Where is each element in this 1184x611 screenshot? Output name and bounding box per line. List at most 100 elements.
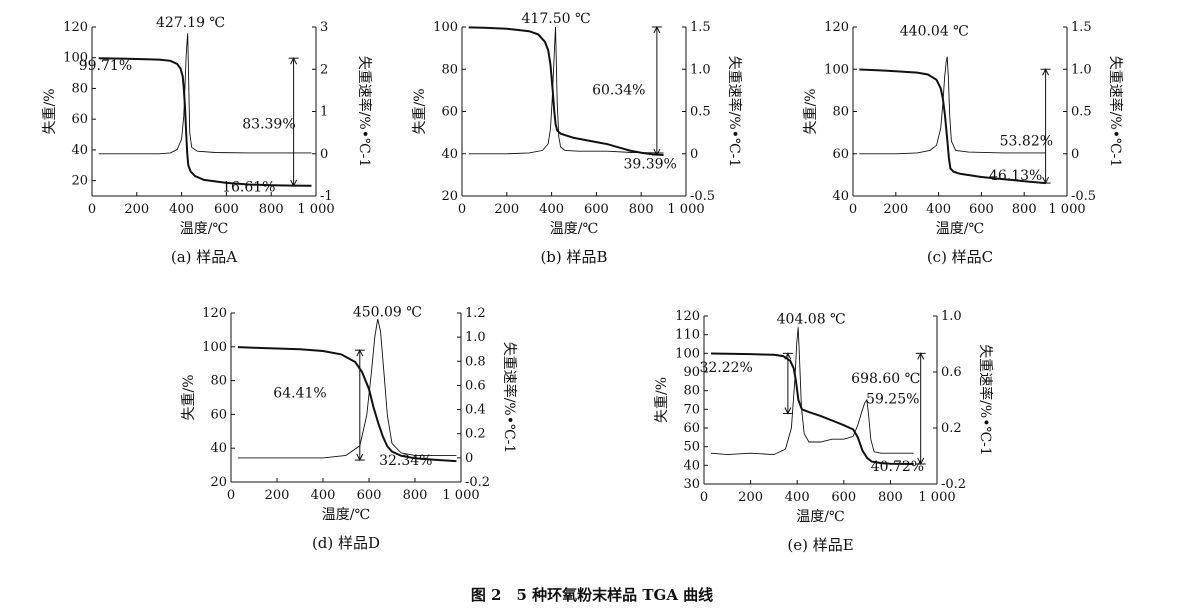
y2-tick-label: 1.5	[1071, 20, 1092, 35]
annotation-label: 32.22%	[699, 360, 752, 376]
x-axis-label: 温度/℃	[936, 221, 984, 237]
y2-tick-label: -0.2	[465, 475, 490, 490]
y2-tick-label: 3	[320, 20, 328, 35]
annotation-label: 40.72%	[871, 459, 924, 475]
panel-caption: (a) 样品A	[171, 248, 237, 266]
y2-axis-label: 失重速率/%•℃-1	[501, 342, 518, 454]
loss-bracket	[1040, 68, 1051, 185]
y2-tick-label: 0	[465, 451, 473, 466]
y-tick-label: 90	[683, 365, 700, 380]
y-tick-label: 40	[71, 143, 88, 158]
y-tick-label: 60	[210, 407, 227, 422]
y-axis-label: 失重/%	[42, 88, 58, 134]
x-tick-label: 400	[785, 490, 810, 505]
x-tick-label: 600	[357, 488, 382, 503]
y2-axis-label: 失重速率/%•℃-1	[977, 344, 994, 456]
x-axis-label: 温度/℃	[322, 507, 370, 523]
y2-tick-label: 1.5	[690, 20, 711, 35]
y2-tick-label: 2	[320, 62, 328, 77]
loss-bracket	[782, 352, 793, 415]
chart-panel-D: 0 200 400 600 800 1 000 20 40 60 80 100 120 -0.2 0 0.2…	[181, 304, 518, 552]
x-axis-label: 温度/℃	[180, 221, 228, 237]
y-tick-label: 80	[683, 384, 700, 399]
mass-loss-curve	[710, 352, 914, 465]
x-tick-label: 600	[584, 202, 609, 217]
y2-axis-label: 失重速率/%•℃-1	[1107, 56, 1124, 168]
y-tick-label: 100	[433, 20, 458, 35]
y-tick-label: 80	[441, 62, 458, 77]
y2-tick-label: 0.6	[465, 378, 486, 393]
annotation-label: 60.34%	[592, 83, 645, 99]
y-tick-label: 120	[675, 309, 700, 324]
x-tick-label: 200	[494, 202, 519, 217]
y2-tick-label: -0.5	[690, 189, 715, 204]
y2-tick-label: 0	[320, 147, 328, 162]
chart-panel-C: 0 200 400 600 800 1 000 40 60 80 100 120 -0.5 0 0.5 1.…	[803, 20, 1124, 266]
y-tick-label: 40	[210, 441, 227, 456]
x-tick-label: 800	[878, 490, 903, 505]
loss-rate-curve	[237, 318, 457, 459]
x-tick-label: 600	[214, 202, 239, 217]
x-tick-label: 0	[88, 202, 96, 217]
y2-tick-label: 1.0	[941, 309, 962, 324]
x-tick-label: 800	[1012, 202, 1037, 217]
x-tick-label: 400	[926, 202, 951, 217]
x-tick-label: 1 000	[1048, 202, 1085, 217]
y2-axis-label: 失重速率/%•℃-1	[726, 56, 743, 168]
y-tick-label: 100	[675, 346, 700, 361]
y-tick-label: 80	[210, 374, 227, 389]
y-axis-label: 失重/%	[181, 374, 197, 420]
y2-tick-label: 0.6	[941, 365, 962, 380]
panel-caption: (e) 样品E	[787, 536, 853, 554]
loss-rate-curve	[98, 33, 312, 155]
x-axis-label: 温度/℃	[796, 509, 844, 525]
x-tick-label: 1 000	[442, 488, 479, 503]
y-tick-label: 20	[210, 475, 227, 490]
panel-caption: (c) 样品C	[927, 248, 993, 266]
x-tick-label: 400	[311, 488, 336, 503]
y-tick-label: 20	[441, 189, 458, 204]
x-tick-label: 0	[458, 202, 466, 217]
y2-tick-label: 0.5	[1071, 105, 1092, 120]
x-tick-label: 200	[265, 488, 290, 503]
y-tick-label: 20	[71, 174, 88, 189]
y2-tick-label: 0.2	[941, 421, 962, 436]
y-tick-label: 60	[441, 105, 458, 120]
y2-tick-label: 0.5	[690, 105, 711, 120]
loss-bracket	[651, 25, 662, 157]
annotation-label: 427.19 ℃	[156, 15, 225, 31]
y2-tick-label: -0.5	[1071, 189, 1096, 204]
y-tick-label: 100	[824, 62, 849, 77]
y2-tick-label: 1.0	[1071, 62, 1092, 77]
panel-caption: (b) 样品B	[540, 248, 607, 266]
loss-bracket	[354, 349, 365, 462]
chart-panel-A: 0 200 400 600 800 1 000 20 40 60 80 100 120 -1 0 1 2 3 温度…	[42, 15, 373, 266]
annotation-label: 53.82%	[1000, 133, 1053, 149]
x-tick-label: 400	[539, 202, 564, 217]
x-axis-label: 温度/℃	[550, 221, 598, 237]
y-tick-label: 100	[202, 340, 227, 355]
loss-rate-curve	[710, 327, 914, 456]
y2-tick-label: 0	[1071, 147, 1079, 162]
x-tick-label: 600	[969, 202, 994, 217]
y2-tick-label: 0	[690, 147, 698, 162]
y2-tick-label: -0.2	[941, 477, 966, 492]
x-tick-label: 800	[259, 202, 284, 217]
y-tick-label: 50	[683, 440, 700, 455]
y-axis-label: 失重/%	[412, 88, 428, 134]
x-tick-label: 1 000	[667, 202, 704, 217]
x-tick-label: 0	[700, 490, 708, 505]
chart-panel-E: 0 200 400 600 800 1 000 30 40 50 60 70 80 90 100 110 12…	[654, 309, 994, 554]
annotation-label: 450.09 ℃	[353, 304, 422, 320]
y2-tick-label: -1	[320, 189, 333, 204]
x-tick-label: 400	[169, 202, 194, 217]
y-tick-label: 40	[441, 147, 458, 162]
annotation-label: 59.25%	[866, 392, 919, 408]
y-axis-label: 失重/%	[803, 88, 819, 134]
y-tick-label: 80	[71, 81, 88, 96]
loss-bracket	[915, 352, 926, 466]
y-tick-label: 70	[683, 402, 700, 417]
annotation-label: 16.61%	[222, 179, 275, 195]
annotation-label: 64.41%	[273, 386, 326, 402]
